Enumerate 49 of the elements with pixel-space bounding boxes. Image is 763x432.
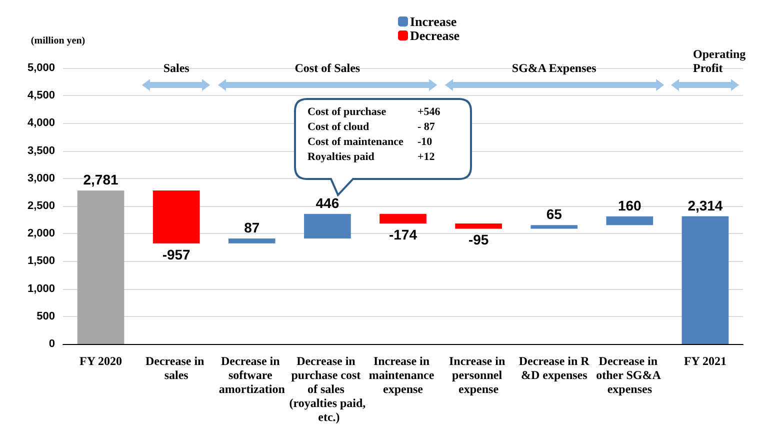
data-label: 65 <box>546 206 562 222</box>
y-tick-label: 0 <box>48 338 55 350</box>
text: Cost of purchase +546 <box>307 106 440 118</box>
x-tick-label: Decrease in purchase cost of sales (royalties paid, etc.) <box>289 354 366 424</box>
data-label: 2,314 <box>688 197 723 214</box>
data-label: -95 <box>468 232 489 248</box>
x-tick-label: FY 2020 <box>79 354 122 368</box>
text: Royalties paid +12 <box>307 151 435 163</box>
x-tick-label: Decrease in sales <box>145 354 208 382</box>
y-tick-label: 5,000 <box>27 62 55 74</box>
x-tick-label: Decrease in software amortization <box>218 354 286 396</box>
bar <box>304 214 351 239</box>
text: Cost of maintenance -10 <box>307 136 432 148</box>
bar <box>380 214 426 224</box>
data-label: 2,781 <box>83 171 118 188</box>
bar <box>228 238 276 244</box>
data-label: 160 <box>618 197 642 214</box>
y-tick-label: 4,500 <box>27 90 55 102</box>
y-tick-label: 3,000 <box>27 172 55 184</box>
y-axis-title: (million yen) <box>30 36 86 46</box>
annotation: SG&A Expenses <box>512 61 596 76</box>
annotation: Operating Profit <box>693 47 746 76</box>
x-tick-label: Decrease in other SG&A expenses <box>596 354 664 396</box>
y-tick-label: 500 <box>36 310 55 322</box>
legend-label: Decrease <box>410 28 460 43</box>
text: Cost of cloud - 87 <box>307 121 435 133</box>
y-tick-label: 2,500 <box>27 200 55 212</box>
bar <box>682 216 729 344</box>
y-tick-label: 3,500 <box>27 144 55 157</box>
y-tick-label: 2,000 <box>27 228 55 240</box>
y-tick-label: 4,000 <box>27 117 55 130</box>
y-tick-label: 1,000 <box>27 282 55 295</box>
bar <box>455 224 502 229</box>
data-label: -957 <box>162 246 191 262</box>
data-label: 446 <box>316 194 340 211</box>
data-label: -174 <box>388 226 418 242</box>
data-label: 87 <box>244 220 260 236</box>
bar <box>152 190 200 244</box>
bar <box>606 216 654 226</box>
x-tick-label: Decrease in R&D expenses <box>518 354 590 382</box>
y-tick-label: 1,500 <box>27 255 55 268</box>
annotation: Sales <box>163 61 190 76</box>
annotation: Cost of Sales <box>294 61 360 76</box>
x-tick-label: Increase in maintenance expense <box>368 354 438 396</box>
bar <box>530 225 578 229</box>
x-tick-label: FY 2021 <box>684 354 727 368</box>
legend-label: Increase <box>410 14 457 29</box>
bar <box>77 190 124 344</box>
x-tick-label: Increase in personnel expense <box>449 354 508 396</box>
